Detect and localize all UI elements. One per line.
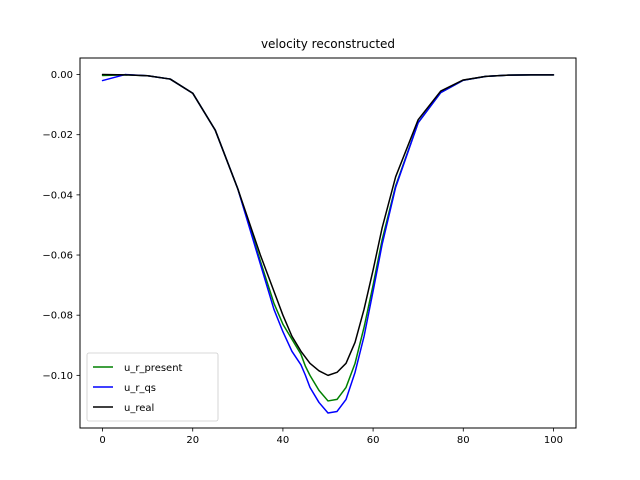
- legend-label: u_r_present: [124, 363, 183, 374]
- y-tick-label: −0.04: [42, 190, 73, 201]
- y-axis: 0.00 −0.02 −0.04 −0.06 −0.08 −0.10: [42, 70, 80, 382]
- x-tick-label: 0: [99, 435, 105, 446]
- y-tick-label: −0.10: [42, 371, 73, 382]
- x-tick-label: 60: [367, 435, 380, 446]
- y-tick-label: −0.08: [42, 311, 73, 322]
- legend-label: u_real: [124, 403, 154, 414]
- y-tick-label: 0.00: [51, 70, 73, 81]
- y-tick-label: −0.06: [42, 251, 73, 262]
- x-tick-label: 20: [186, 435, 199, 446]
- y-tick-label: −0.02: [42, 130, 73, 141]
- chart-title: velocity reconstructed: [261, 37, 395, 51]
- x-tick-label: 100: [544, 435, 563, 446]
- plot-frame: [79, 57, 577, 429]
- series-line-u-real: [101, 73, 555, 377]
- legend: u_r_present u_r_qs u_real: [86, 352, 219, 422]
- x-tick-label: 40: [277, 435, 290, 446]
- x-tick-label: 80: [457, 435, 470, 446]
- legend-label: u_r_qs: [124, 383, 156, 394]
- legend-box: [86, 352, 219, 422]
- plot-lines: [101, 73, 555, 414]
- x-axis: 0 20 40 60 80 100: [99, 428, 563, 446]
